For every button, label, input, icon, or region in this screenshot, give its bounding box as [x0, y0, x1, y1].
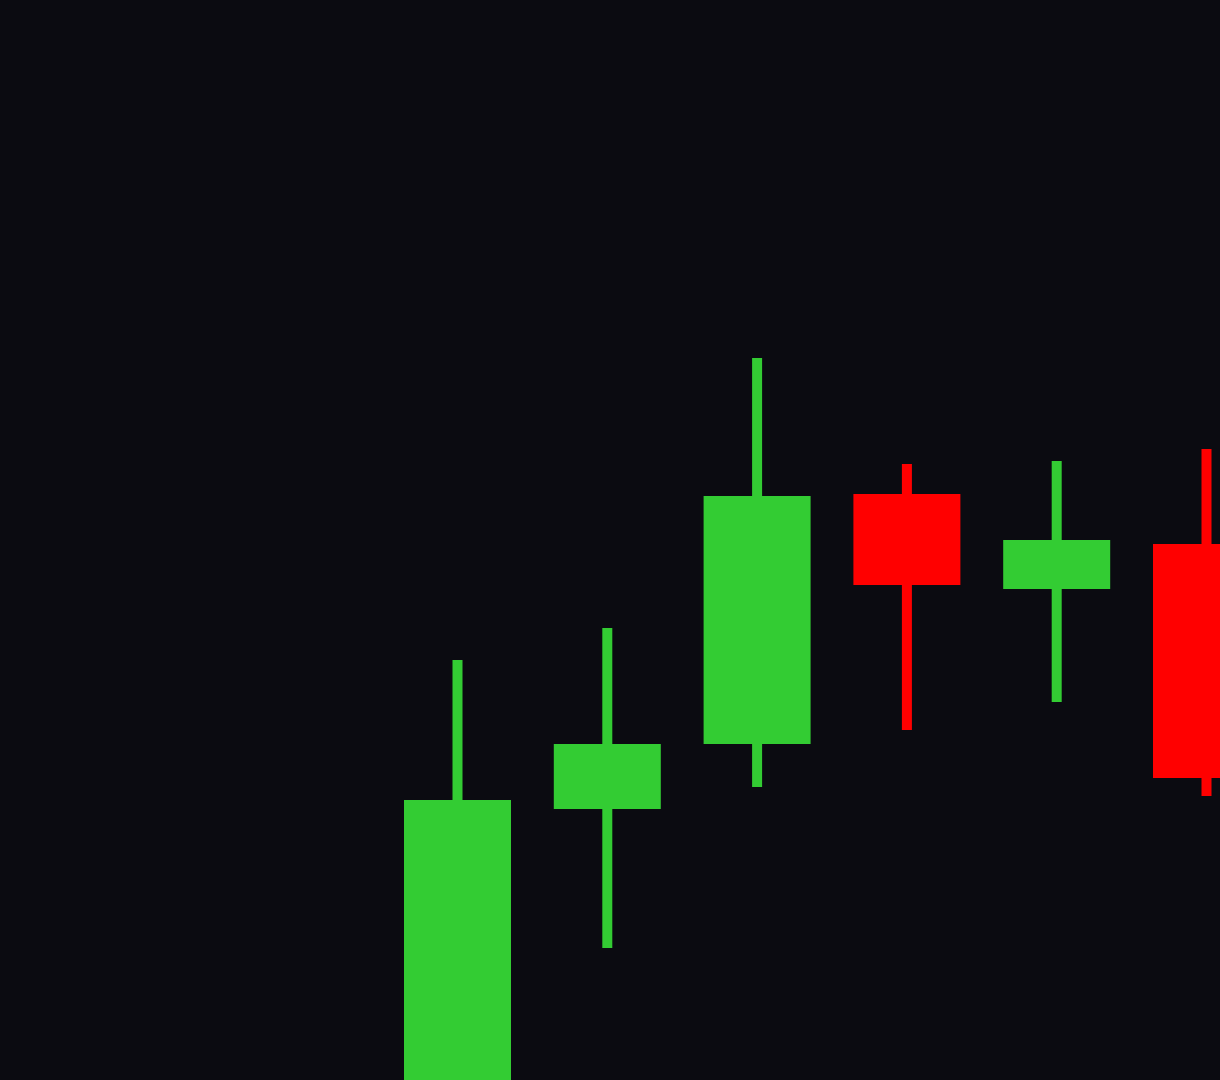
- candle-body-down: [1153, 544, 1220, 778]
- candle-3: [703, 358, 811, 787]
- candle-4: [853, 464, 961, 730]
- candle-body-up: [404, 800, 511, 1080]
- candle-body-up: [1003, 540, 1111, 589]
- candle-6: [1153, 449, 1220, 796]
- candle-2: [553, 628, 661, 948]
- candle-wick: [901, 464, 912, 730]
- candle-1: [404, 660, 511, 1080]
- candle-body-up: [703, 496, 811, 744]
- candle-body-down: [853, 494, 961, 585]
- candle-5: [1003, 461, 1111, 702]
- candle-body-up: [553, 744, 661, 809]
